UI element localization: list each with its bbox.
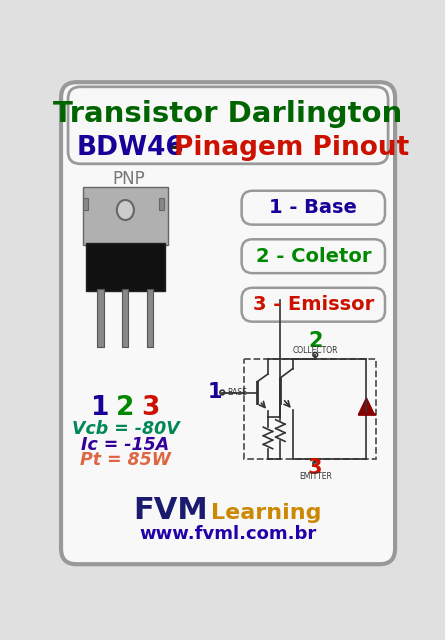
Text: Pinagem Pinout: Pinagem Pinout [174, 136, 410, 161]
Polygon shape [83, 198, 88, 210]
Text: Pt = 85W: Pt = 85W [80, 451, 171, 469]
Text: 1 - Base: 1 - Base [269, 198, 357, 217]
FancyBboxPatch shape [242, 191, 385, 225]
Text: Vcb = -80V: Vcb = -80V [72, 420, 179, 438]
Text: 1: 1 [91, 395, 110, 421]
Bar [86, 243, 165, 291]
Text: 1: 1 [207, 383, 222, 403]
Circle shape [220, 390, 225, 395]
Text: www.fvml.com.br: www.fvml.com.br [139, 525, 316, 543]
Text: Ic = -15A: Ic = -15A [81, 436, 170, 454]
Bar [97, 289, 104, 347]
Text: -: - [161, 136, 190, 161]
Circle shape [313, 353, 318, 357]
Text: COLLECTOR: COLLECTOR [292, 346, 338, 355]
FancyBboxPatch shape [242, 239, 385, 273]
Text: Learning: Learning [210, 502, 321, 523]
Polygon shape [159, 198, 164, 210]
Bar [147, 289, 153, 347]
Text: BASE: BASE [228, 388, 247, 397]
FancyBboxPatch shape [61, 82, 395, 564]
Text: Transistor Darlington: Transistor Darlington [53, 100, 402, 128]
Bar [122, 289, 129, 347]
Text: 3: 3 [141, 395, 159, 421]
Text: EMITTER: EMITTER [299, 472, 332, 481]
Text: 2 - Coletor: 2 - Coletor [255, 246, 371, 266]
FancyBboxPatch shape [68, 87, 388, 164]
Ellipse shape [117, 200, 134, 220]
Text: 3: 3 [308, 458, 323, 478]
Text: FVM: FVM [134, 496, 208, 525]
Text: 2: 2 [308, 331, 323, 351]
Text: PNP: PNP [113, 170, 146, 188]
Text: 2: 2 [116, 395, 134, 421]
FancyBboxPatch shape [83, 187, 168, 244]
FancyBboxPatch shape [242, 288, 385, 322]
Text: 3 - Emissor: 3 - Emissor [253, 295, 374, 314]
Circle shape [313, 461, 318, 466]
Bar [244, 358, 376, 459]
Text: BDW46: BDW46 [77, 136, 185, 161]
Polygon shape [359, 398, 374, 414]
